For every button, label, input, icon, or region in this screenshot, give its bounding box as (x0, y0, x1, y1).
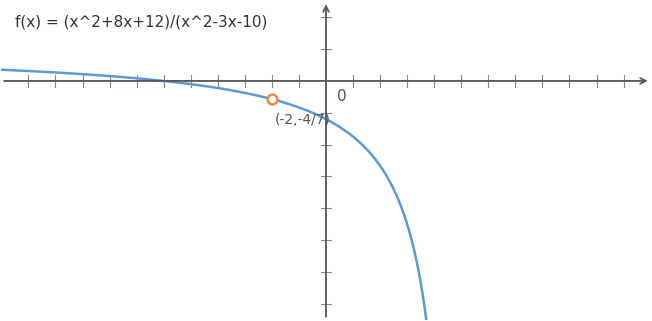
Text: (-2,-4/7): (-2,-4/7) (274, 113, 331, 127)
Text: 0: 0 (337, 89, 346, 104)
Text: f(x) = (x^2+8x+12)/(x^2-3x-10): f(x) = (x^2+8x+12)/(x^2-3x-10) (15, 14, 267, 29)
